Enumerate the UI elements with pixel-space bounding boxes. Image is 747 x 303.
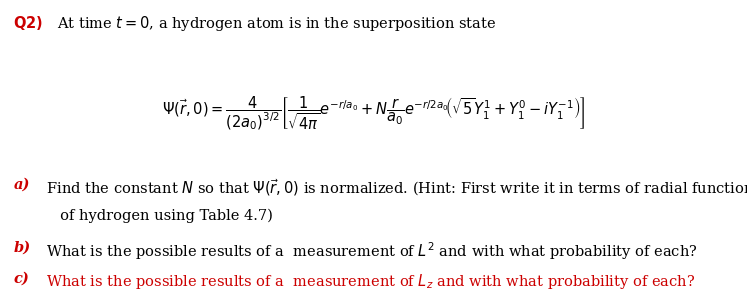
- Text: c): c): [13, 272, 29, 286]
- Text: a): a): [13, 177, 30, 191]
- Text: At time $t = 0$, a hydrogen atom is in the superposition state: At time $t = 0$, a hydrogen atom is in t…: [57, 14, 496, 33]
- Text: Find the constant $N$ so that $\Psi(\vec{r},0)$ is normalized. (Hint: First writ: Find the constant $N$ so that $\Psi(\vec…: [37, 177, 747, 198]
- Text: What is the possible results of a  measurement of $L^2$ and with what probabilit: What is the possible results of a measur…: [37, 240, 698, 262]
- Text: $\mathbf{Q2)}$: $\mathbf{Q2)}$: [13, 14, 43, 32]
- Text: b): b): [13, 240, 31, 254]
- Text: of hydrogen using Table 4.7): of hydrogen using Table 4.7): [37, 209, 273, 223]
- Text: What is the possible results of a  measurement of $L_z$ and with what probabilit: What is the possible results of a measur…: [37, 272, 695, 291]
- Text: $\Psi(\vec{r},0) = \dfrac{4}{(2a_0)^{3/2}}\left[\dfrac{1}{\sqrt{4\pi}}e^{-r/a_0}: $\Psi(\vec{r},0) = \dfrac{4}{(2a_0)^{3/2…: [161, 94, 586, 132]
